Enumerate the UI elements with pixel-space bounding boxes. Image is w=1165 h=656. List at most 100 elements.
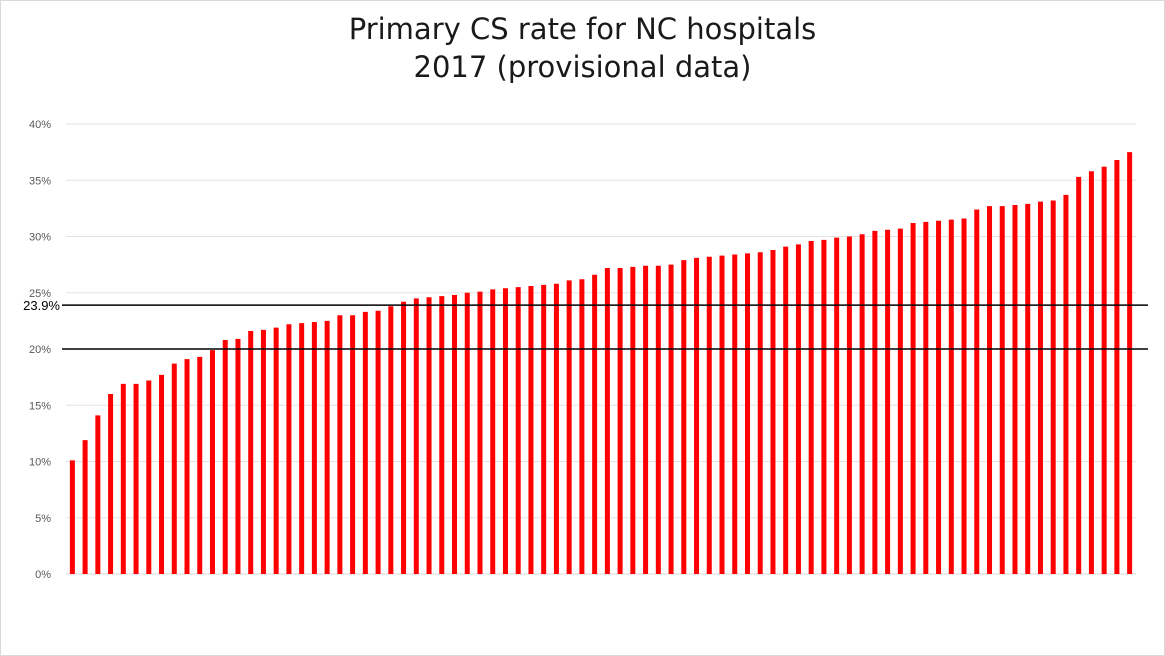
bar: [120, 383, 126, 574]
y-tick-label: 15%: [29, 400, 51, 412]
bar: [133, 383, 139, 574]
bar: [897, 228, 903, 574]
bar: [235, 338, 241, 574]
bar: [464, 292, 470, 574]
bar: [987, 206, 993, 574]
bar: [439, 296, 445, 574]
bar: [719, 255, 725, 574]
bar: [579, 279, 585, 574]
bar: [655, 265, 661, 574]
bar: [694, 257, 700, 574]
bar: [260, 329, 266, 574]
y-tick-label: 0%: [35, 569, 51, 581]
bar: [401, 301, 407, 574]
reference-line-label: 23.9%: [23, 298, 60, 313]
bar: [783, 246, 789, 574]
bar: [273, 327, 279, 574]
bar: [770, 250, 776, 574]
bar: [757, 252, 763, 574]
bar: [222, 340, 228, 574]
bar: [1127, 152, 1133, 574]
bar: [248, 331, 254, 574]
bar: [1050, 200, 1056, 574]
bar: [413, 298, 419, 574]
bar: [553, 283, 559, 574]
bar: [477, 291, 483, 574]
bar: [795, 244, 801, 574]
bar: [617, 268, 623, 574]
bar: [324, 320, 330, 574]
bar: [452, 295, 458, 574]
y-tick-label: 5%: [35, 513, 51, 525]
bar: [643, 265, 649, 574]
bar: [184, 359, 190, 574]
bar: [350, 315, 356, 574]
bar: [1025, 203, 1031, 574]
bar: [859, 234, 865, 574]
bar: [362, 311, 368, 574]
bar: [821, 239, 827, 574]
bar: [337, 315, 343, 574]
chart-title: Primary CS rate for NC hospitals: [348, 12, 817, 46]
bar: [872, 230, 878, 574]
y-tick-label: 35%: [29, 175, 51, 187]
chart-subtitle: 2017 (provisional data): [413, 50, 752, 84]
bar: [299, 323, 305, 574]
bar: [923, 221, 929, 574]
bar: [95, 415, 101, 574]
y-tick-label: 25%: [29, 288, 51, 300]
chart-title-block: Primary CS rate for NC hospitals 2017 (p…: [0, 10, 1165, 86]
bar: [1037, 201, 1043, 574]
bar: [1088, 171, 1094, 574]
bar: [668, 264, 674, 574]
y-axis: 0% 5% 10% 15% 20% 25% 30% 35% 40%: [29, 119, 51, 581]
bar: [490, 289, 496, 574]
bars: [69, 152, 1133, 574]
bar: [388, 306, 394, 574]
bar: [961, 218, 967, 574]
gridlines: [66, 123, 1136, 575]
bar: [1012, 205, 1018, 574]
bar: [528, 286, 534, 574]
bar: [311, 322, 317, 574]
bar: [515, 287, 521, 574]
bar: [604, 268, 610, 574]
bar: [1114, 160, 1120, 574]
bar: [1063, 194, 1069, 574]
bar: [630, 266, 636, 574]
bar: [846, 236, 852, 574]
bar: [69, 460, 75, 574]
bar: [706, 256, 712, 574]
bar: [171, 363, 177, 574]
bar: [82, 440, 88, 574]
bar: [108, 394, 114, 574]
bar: [744, 253, 750, 574]
bar: [159, 374, 165, 574]
bar: [1076, 176, 1082, 574]
bar: [910, 223, 916, 574]
bar: [885, 229, 891, 574]
reference-lines: 23.9%: [23, 298, 1148, 350]
bar: [1101, 166, 1107, 574]
bar: [375, 310, 381, 574]
bar: [834, 237, 840, 574]
bar: [566, 280, 572, 574]
bar: [592, 274, 598, 574]
bar: [974, 209, 980, 574]
bar: [146, 380, 152, 574]
bar: [999, 206, 1005, 574]
y-tick-label: 10%: [29, 457, 51, 469]
bar: [808, 241, 814, 574]
y-tick-label: 40%: [29, 119, 51, 131]
bar: [948, 219, 954, 574]
bar: [732, 254, 738, 574]
y-tick-label: 30%: [29, 232, 51, 244]
bar: [197, 356, 203, 574]
y-tick-label: 20%: [29, 344, 51, 356]
bar: [426, 297, 432, 574]
bar: [681, 260, 687, 574]
bar: [936, 220, 942, 574]
bar: [502, 288, 508, 574]
bar: [286, 324, 292, 574]
